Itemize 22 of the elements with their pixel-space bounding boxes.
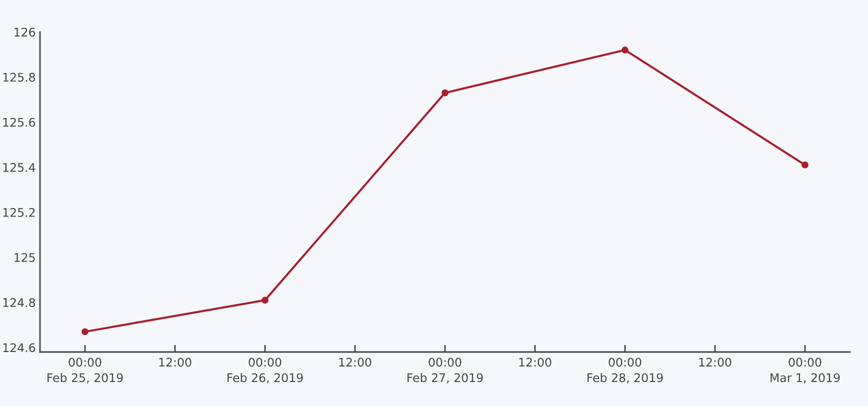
point <box>262 296 268 304</box>
point <box>802 161 808 168</box>
y-tick-label: 124.6 <box>3 343 36 352</box>
y-tick-label: 125.6 <box>3 118 36 127</box>
y-tick-label: 125.8 <box>3 72 36 82</box>
x-tick-label: 12:00 <box>699 358 732 367</box>
point <box>82 328 88 336</box>
y-tick-label: 124.8 <box>3 298 36 308</box>
x-tick-label: 00:00 Feb 26, 2019 <box>228 358 303 384</box>
y-tick-label: 125 <box>14 253 35 262</box>
y-tick-label: 126 <box>14 28 36 37</box>
x-tick-label: 00:00 Feb 28, 2019 <box>588 358 663 384</box>
x-tick-label: 00:00 Mar 1, 2019 <box>770 358 840 384</box>
point <box>622 46 628 54</box>
x-tick-label: 12:00 <box>159 358 192 367</box>
x-tick-label: 12:00 <box>339 358 372 367</box>
x-tick-label: 00:00 Feb 27, 2019 <box>408 358 483 384</box>
y-tick-label: 125.4 <box>3 162 36 172</box>
x-tick-label: 00:00 Feb 25, 2019 <box>48 358 123 384</box>
x-tick-label: 12:00 <box>519 358 552 367</box>
point <box>442 89 448 96</box>
y-tick-label: 125.2 <box>3 208 35 217</box>
